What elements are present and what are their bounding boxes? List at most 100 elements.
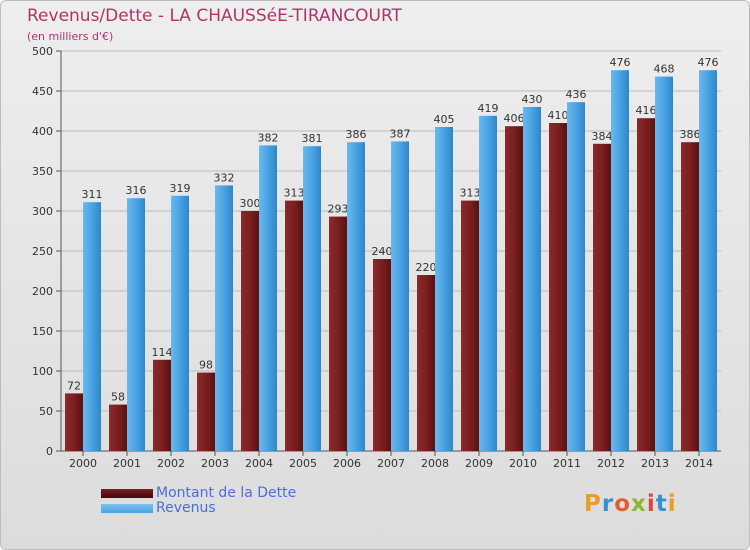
y-tick-label: 150 <box>32 325 53 338</box>
y-tick-label: 100 <box>32 365 53 378</box>
data-label-debt: 98 <box>199 359 213 372</box>
bar-debt <box>681 142 699 451</box>
data-label-revenue: 430 <box>522 93 543 106</box>
logo-letter: P <box>584 491 602 517</box>
y-tick-label: 200 <box>32 285 53 298</box>
data-label-debt: 313 <box>460 187 481 200</box>
bar-debt <box>109 404 127 451</box>
bar-debt <box>637 118 655 451</box>
x-tick-label: 2009 <box>465 457 493 470</box>
proxiti-logo: Proxiti <box>584 491 677 517</box>
bar-debt <box>65 393 83 451</box>
data-label-revenue: 386 <box>346 128 367 141</box>
data-label-debt: 406 <box>504 112 525 125</box>
logo-letter: i <box>667 491 677 517</box>
bar-revenue <box>479 115 497 452</box>
bar-revenue <box>391 141 409 451</box>
bar-debt <box>417 275 435 451</box>
data-label-revenue: 319 <box>170 182 191 195</box>
y-tick-label: 300 <box>32 205 53 218</box>
bar-revenue <box>215 185 233 451</box>
bar-revenue <box>523 107 541 451</box>
data-label-revenue: 419 <box>478 102 499 115</box>
data-label-debt: 300 <box>240 197 261 210</box>
bar-revenue <box>699 70 717 451</box>
x-tick-label: 2004 <box>245 457 273 470</box>
data-label-debt: 240 <box>372 245 393 258</box>
y-tick-label: 0 <box>46 445 53 458</box>
x-tick-label: 2006 <box>333 457 361 470</box>
x-tick-label: 2001 <box>113 457 141 470</box>
data-label-debt: 384 <box>592 130 613 143</box>
legend-swatch-debt <box>101 489 153 498</box>
data-label-revenue: 311 <box>82 188 103 201</box>
data-label-revenue: 382 <box>258 131 279 144</box>
x-tick-label: 2008 <box>421 457 449 470</box>
bar-debt <box>373 259 391 451</box>
logo-letter: i <box>646 491 656 517</box>
bar-debt <box>549 123 567 451</box>
data-label-debt: 72 <box>67 379 81 392</box>
bar-revenue <box>655 76 673 451</box>
x-tick-label: 2003 <box>201 457 229 470</box>
bar-debt <box>153 359 171 451</box>
y-tick-label: 400 <box>32 125 53 138</box>
bar-revenue <box>127 198 145 451</box>
y-tick-label: 450 <box>32 85 53 98</box>
legend-swatch-revenue <box>101 504 153 513</box>
data-label-revenue: 468 <box>654 63 675 76</box>
data-label-revenue: 476 <box>610 56 631 69</box>
data-label-debt: 313 <box>284 187 305 200</box>
data-label-debt: 410 <box>548 109 569 122</box>
chart-title: Revenus/Dette - LA CHAUSSéE-TIRANCOURT <box>27 6 402 26</box>
bar-revenue <box>171 195 189 451</box>
x-tick-label: 2011 <box>553 457 581 470</box>
bar-debt <box>285 200 303 451</box>
logo-letter: t <box>655 491 668 517</box>
bar-revenue <box>567 102 585 451</box>
bar-revenue <box>347 142 365 451</box>
bar-debt <box>241 211 259 451</box>
data-label-revenue: 332 <box>214 171 235 184</box>
bar-debt <box>461 200 479 451</box>
data-label-revenue: 436 <box>566 88 587 101</box>
x-tick-label: 2000 <box>69 457 97 470</box>
logo-letter: r <box>601 491 615 517</box>
x-tick-label: 2014 <box>685 457 713 470</box>
x-tick-label: 2007 <box>377 457 405 470</box>
data-label-debt: 58 <box>111 391 125 404</box>
data-label-revenue: 381 <box>302 132 323 145</box>
x-tick-label: 2012 <box>597 457 625 470</box>
data-label-debt: 416 <box>636 104 657 117</box>
y-tick-label: 500 <box>32 45 53 58</box>
legend-label-debt: Montant de la Dette <box>156 485 297 501</box>
y-tick-label: 250 <box>32 245 53 258</box>
bar-debt <box>197 372 215 451</box>
bar-revenue <box>303 146 321 451</box>
y-tick-label: 50 <box>39 405 53 418</box>
x-tick-label: 2013 <box>641 457 669 470</box>
data-label-debt: 220 <box>416 261 437 274</box>
data-label-revenue: 387 <box>390 127 411 140</box>
bar-revenue <box>83 202 101 451</box>
bar-debt <box>329 216 347 451</box>
data-label-revenue: 316 <box>126 184 147 197</box>
bar-debt <box>593 143 611 452</box>
bar-revenue <box>435 127 453 451</box>
data-label-debt: 386 <box>680 128 701 141</box>
y-tick-label: 350 <box>32 165 53 178</box>
logo-letter: x <box>631 491 647 517</box>
data-label-revenue: 476 <box>698 56 719 69</box>
data-label-revenue: 405 <box>434 113 455 126</box>
legend-label-revenue: Revenus <box>156 500 216 516</box>
x-tick-label: 2005 <box>289 457 317 470</box>
x-tick-label: 2002 <box>157 457 185 470</box>
bar-debt <box>505 126 523 451</box>
logo-letter: o <box>614 491 632 517</box>
bar-revenue <box>611 70 629 451</box>
chart-subtitle: (en milliers d'€) <box>27 30 114 43</box>
data-label-debt: 114 <box>152 346 173 359</box>
x-tick-label: 2010 <box>509 457 537 470</box>
